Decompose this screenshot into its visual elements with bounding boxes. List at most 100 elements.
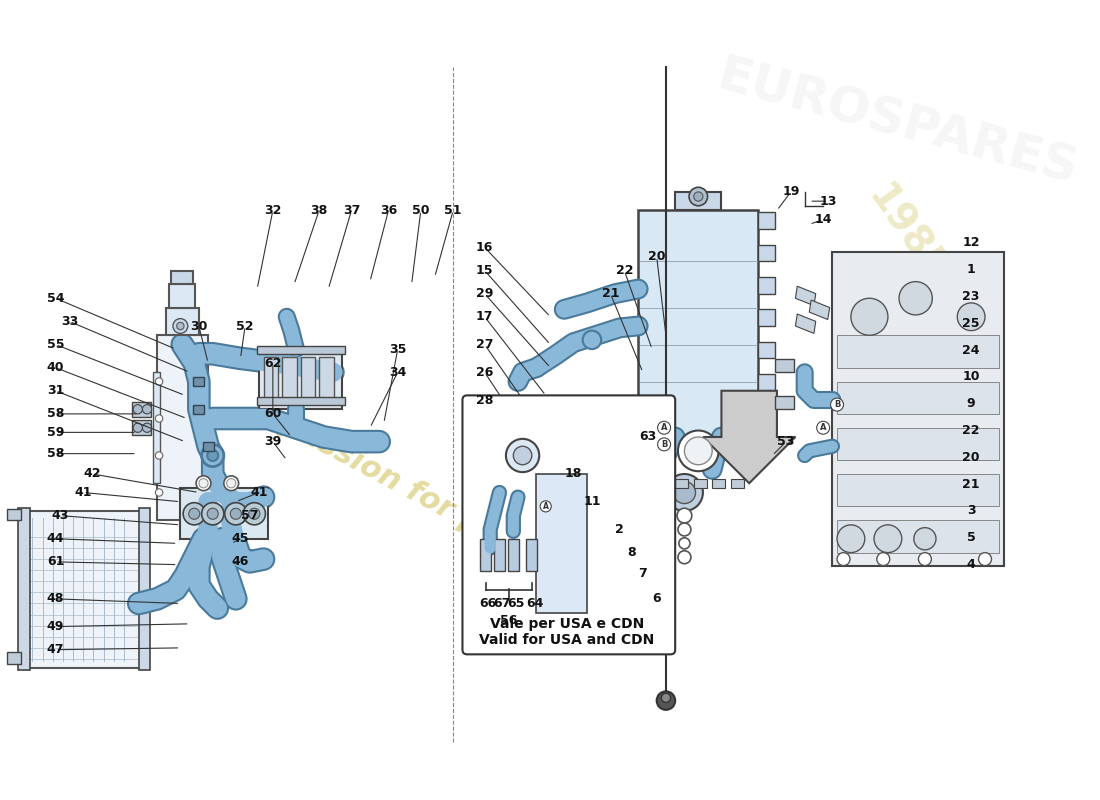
Circle shape xyxy=(679,538,690,549)
Text: A: A xyxy=(820,423,826,432)
Text: 42: 42 xyxy=(84,467,101,481)
Text: 5: 5 xyxy=(967,531,976,544)
Circle shape xyxy=(506,439,539,472)
Text: 53: 53 xyxy=(778,435,795,448)
Bar xyxy=(526,538,538,571)
Text: 30: 30 xyxy=(190,319,208,333)
Text: A: A xyxy=(661,423,668,432)
Bar xyxy=(758,406,776,423)
Text: 58: 58 xyxy=(47,407,64,420)
Text: 32: 32 xyxy=(264,204,282,217)
Bar xyxy=(319,358,334,402)
Circle shape xyxy=(230,508,241,519)
Text: 45: 45 xyxy=(232,532,250,546)
Circle shape xyxy=(514,446,531,465)
Text: 60: 60 xyxy=(264,407,282,420)
Text: 22: 22 xyxy=(962,424,980,437)
Circle shape xyxy=(666,474,703,511)
Circle shape xyxy=(155,489,163,496)
Bar xyxy=(776,396,793,410)
Text: 17: 17 xyxy=(476,310,494,323)
Text: 21: 21 xyxy=(602,287,619,300)
Circle shape xyxy=(249,508,260,519)
Bar xyxy=(837,335,999,368)
Text: 10: 10 xyxy=(962,370,980,383)
Text: 7: 7 xyxy=(638,567,647,580)
Circle shape xyxy=(979,553,991,566)
Circle shape xyxy=(173,318,188,334)
Circle shape xyxy=(657,691,675,710)
Text: 55: 55 xyxy=(46,338,64,351)
Text: 48: 48 xyxy=(47,592,64,606)
Text: 58: 58 xyxy=(47,447,64,460)
Text: 20: 20 xyxy=(962,451,980,464)
Circle shape xyxy=(694,192,703,201)
Circle shape xyxy=(177,322,184,330)
Bar xyxy=(638,210,758,437)
Bar xyxy=(264,358,278,402)
Text: 57: 57 xyxy=(241,509,258,522)
Text: 43: 43 xyxy=(52,509,69,522)
Bar xyxy=(837,474,999,506)
Text: 56: 56 xyxy=(500,614,517,626)
Bar xyxy=(282,358,297,402)
Bar xyxy=(730,478,744,488)
Text: 54: 54 xyxy=(46,292,64,305)
Bar xyxy=(480,538,491,571)
Text: 25: 25 xyxy=(962,317,980,330)
Text: 28: 28 xyxy=(476,394,493,406)
Text: 61: 61 xyxy=(47,555,64,568)
Text: 11: 11 xyxy=(583,495,601,508)
Bar xyxy=(194,377,205,386)
Bar xyxy=(172,270,194,284)
Circle shape xyxy=(851,298,888,335)
Circle shape xyxy=(658,422,671,434)
Circle shape xyxy=(196,476,211,490)
Text: 46: 46 xyxy=(232,555,250,568)
Text: B: B xyxy=(834,400,840,409)
Bar xyxy=(202,442,213,451)
Bar xyxy=(132,402,151,417)
Bar xyxy=(837,428,999,460)
Bar xyxy=(694,478,706,488)
Circle shape xyxy=(142,423,152,432)
Bar xyxy=(180,488,268,538)
Text: 34: 34 xyxy=(389,366,406,378)
Circle shape xyxy=(155,452,163,459)
Bar xyxy=(8,653,21,663)
Circle shape xyxy=(658,438,671,451)
Circle shape xyxy=(201,502,223,525)
Circle shape xyxy=(678,523,691,536)
Text: 67: 67 xyxy=(494,597,510,610)
Circle shape xyxy=(183,502,206,525)
Circle shape xyxy=(816,422,829,434)
Circle shape xyxy=(673,482,695,503)
FancyBboxPatch shape xyxy=(462,395,675,654)
Bar xyxy=(675,478,689,488)
Circle shape xyxy=(243,502,265,525)
Text: 4: 4 xyxy=(967,558,976,571)
Text: 9: 9 xyxy=(967,397,976,410)
Text: 20: 20 xyxy=(648,250,666,263)
Text: 39: 39 xyxy=(264,435,282,448)
Bar xyxy=(712,478,725,488)
Bar xyxy=(837,520,999,553)
Bar xyxy=(153,372,159,483)
Bar xyxy=(837,382,999,414)
Bar xyxy=(166,307,199,335)
Circle shape xyxy=(199,478,208,488)
Text: 23: 23 xyxy=(962,290,980,303)
Text: 31: 31 xyxy=(47,384,64,398)
Circle shape xyxy=(142,405,152,414)
Text: 41: 41 xyxy=(250,486,267,499)
Bar xyxy=(19,508,30,670)
Circle shape xyxy=(676,508,692,523)
Bar xyxy=(157,335,208,520)
Circle shape xyxy=(914,528,936,550)
Text: 35: 35 xyxy=(389,342,406,356)
Bar xyxy=(300,358,316,402)
Circle shape xyxy=(189,508,200,519)
Circle shape xyxy=(684,437,712,465)
Text: 19: 19 xyxy=(782,186,800,198)
Circle shape xyxy=(689,187,707,206)
